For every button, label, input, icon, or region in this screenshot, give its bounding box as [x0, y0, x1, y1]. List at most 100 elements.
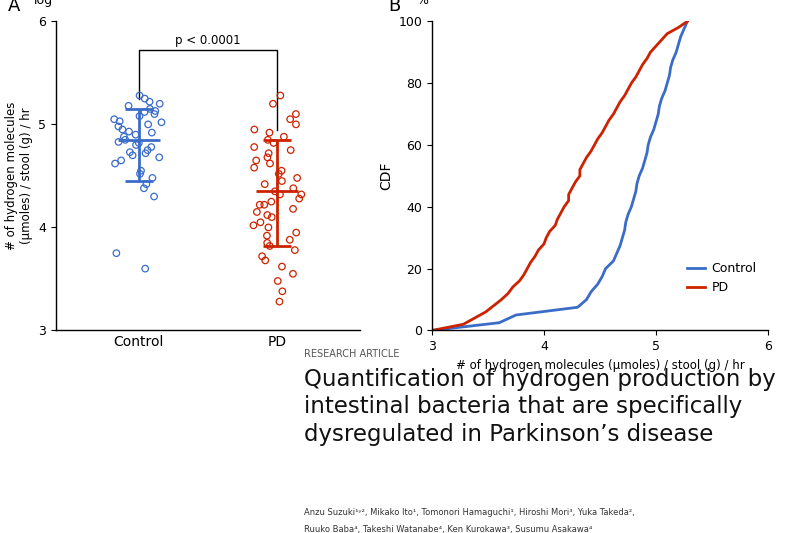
- Point: [145, 143, 158, 151]
- Point: [134, 169, 146, 178]
- Point: [112, 122, 125, 131]
- Point: [148, 192, 161, 201]
- Point: [266, 213, 278, 221]
- Point: [134, 166, 147, 175]
- Legend: Control, PD: Control, PD: [682, 257, 762, 300]
- Point: [263, 241, 276, 250]
- Point: [153, 153, 166, 161]
- Point: [155, 118, 168, 126]
- Text: RESEARCH ARTICLE: RESEARCH ARTICLE: [304, 349, 399, 359]
- Point: [114, 117, 126, 126]
- Point: [143, 104, 156, 113]
- Point: [250, 208, 263, 216]
- Point: [273, 297, 286, 306]
- Point: [138, 94, 151, 103]
- Point: [263, 128, 276, 137]
- Text: Ruuko Baba⁴, Takeshi Watanabe⁴, Ken Kurokawa³, Susumu Asakawa⁴: Ruuko Baba⁴, Takeshi Watanabe⁴, Ken Kuro…: [304, 526, 592, 533]
- Point: [148, 110, 161, 118]
- Point: [290, 110, 302, 118]
- Point: [284, 146, 297, 155]
- Point: [266, 100, 279, 108]
- Point: [274, 91, 286, 100]
- Point: [290, 174, 303, 182]
- Point: [122, 102, 135, 110]
- Point: [138, 108, 151, 116]
- Point: [287, 184, 300, 192]
- Point: [138, 264, 151, 273]
- Point: [262, 149, 275, 157]
- Point: [271, 277, 284, 285]
- Point: [289, 246, 302, 254]
- Point: [248, 164, 261, 172]
- Point: [133, 139, 146, 147]
- Point: [290, 228, 302, 237]
- Point: [133, 112, 146, 120]
- Point: [265, 197, 278, 206]
- Point: [267, 139, 280, 147]
- Text: Quantification of hydrogen production by
intestinal bacteria that are specifical: Quantification of hydrogen production by…: [304, 368, 776, 446]
- Text: Anzu Suzuki¹ʸ², Mikako Ito¹, Tomonori Hamaguchi¹, Hiroshi Mori³, Yuka Takeda²,: Anzu Suzuki¹ʸ², Mikako Ito¹, Tomonori Ha…: [304, 508, 634, 517]
- Point: [275, 262, 288, 271]
- Text: log: log: [34, 0, 53, 7]
- Point: [142, 120, 154, 128]
- Point: [262, 135, 274, 144]
- Point: [254, 200, 266, 209]
- Point: [286, 270, 299, 278]
- Point: [248, 143, 261, 151]
- Point: [248, 125, 261, 134]
- Point: [130, 141, 142, 149]
- Text: B: B: [388, 0, 401, 14]
- Point: [283, 236, 296, 244]
- Point: [133, 91, 146, 100]
- Text: %: %: [417, 0, 429, 7]
- X-axis label: # of hydrogen molecules (μmoles) / stool (g) / hr: # of hydrogen molecules (μmoles) / stool…: [456, 359, 744, 372]
- Point: [138, 184, 150, 192]
- Point: [254, 218, 267, 227]
- Text: A: A: [7, 0, 20, 14]
- Point: [123, 148, 136, 157]
- Point: [119, 135, 132, 144]
- Point: [256, 252, 269, 261]
- Point: [139, 149, 152, 157]
- Point: [284, 115, 297, 124]
- Point: [295, 190, 308, 199]
- Point: [118, 133, 130, 141]
- Point: [273, 169, 286, 178]
- Point: [114, 156, 127, 165]
- Point: [149, 107, 162, 115]
- Point: [143, 98, 156, 106]
- Point: [258, 180, 271, 188]
- Y-axis label: CDF: CDF: [379, 161, 393, 190]
- Point: [140, 180, 153, 188]
- Point: [262, 223, 275, 232]
- Point: [290, 120, 302, 128]
- Point: [274, 190, 286, 199]
- Point: [250, 156, 262, 165]
- Point: [110, 249, 122, 257]
- Point: [247, 221, 260, 230]
- Point: [258, 200, 270, 209]
- Point: [146, 128, 158, 137]
- Point: [286, 205, 299, 213]
- Point: [259, 256, 272, 265]
- Point: [154, 100, 166, 108]
- Point: [108, 115, 121, 124]
- Point: [261, 153, 274, 161]
- Point: [261, 239, 274, 247]
- Point: [275, 177, 288, 185]
- Point: [276, 287, 289, 296]
- Point: [122, 127, 135, 136]
- Point: [116, 125, 129, 134]
- Point: [261, 231, 274, 240]
- Point: [269, 187, 282, 196]
- Point: [126, 151, 139, 159]
- Point: [293, 195, 306, 203]
- Text: p < 0.0001: p < 0.0001: [175, 34, 241, 47]
- Point: [112, 138, 125, 146]
- Y-axis label: # of hydrogen molecules
(μmoles) / stool (g) / hr: # of hydrogen molecules (μmoles) / stool…: [5, 102, 33, 250]
- Point: [261, 211, 274, 219]
- Point: [278, 133, 290, 141]
- Point: [130, 131, 142, 139]
- Point: [275, 166, 288, 175]
- Point: [109, 159, 122, 168]
